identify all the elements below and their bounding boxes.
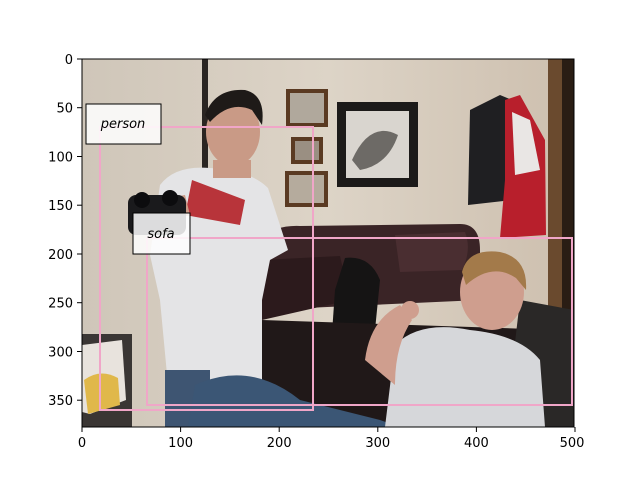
y-axis: 0 50 100 150 200 250 300 350 bbox=[48, 53, 82, 409]
sofa-box bbox=[146, 237, 573, 406]
y-tick-label: 350 bbox=[48, 394, 73, 409]
x-tick-label: 500 bbox=[560, 436, 585, 451]
outstretched-legs bbox=[188, 375, 400, 427]
y-tick-label: 50 bbox=[56, 102, 73, 117]
sofa-label-text: sofa bbox=[147, 227, 174, 242]
x-axis: 0 100 200 300 400 500 bbox=[78, 427, 585, 451]
person-label: person bbox=[85, 103, 162, 145]
x-tick-label: 0 bbox=[78, 436, 86, 451]
wall-pictures bbox=[285, 89, 418, 207]
person-label-text: person bbox=[100, 117, 146, 132]
x-tick-label: 300 bbox=[365, 436, 390, 451]
sofa-label: sofa bbox=[132, 212, 191, 255]
y-tick-label: 100 bbox=[48, 151, 73, 166]
y-tick-label: 150 bbox=[48, 199, 73, 214]
y-tick-label: 300 bbox=[48, 346, 73, 361]
detection-boxes: person sofa bbox=[85, 103, 573, 411]
y-tick-label: 200 bbox=[48, 248, 73, 263]
person-box bbox=[99, 126, 314, 411]
table-left bbox=[82, 334, 132, 427]
x-tick-label: 100 bbox=[168, 436, 193, 451]
photo bbox=[82, 59, 574, 427]
y-tick-label: 250 bbox=[48, 297, 73, 312]
y-tick-label: 0 bbox=[65, 53, 73, 68]
axes-frame bbox=[81, 58, 575, 428]
x-tick-label: 200 bbox=[267, 436, 292, 451]
x-tick-label: 400 bbox=[464, 436, 489, 451]
seated-person bbox=[365, 251, 545, 427]
hanging-jacket bbox=[468, 95, 546, 238]
